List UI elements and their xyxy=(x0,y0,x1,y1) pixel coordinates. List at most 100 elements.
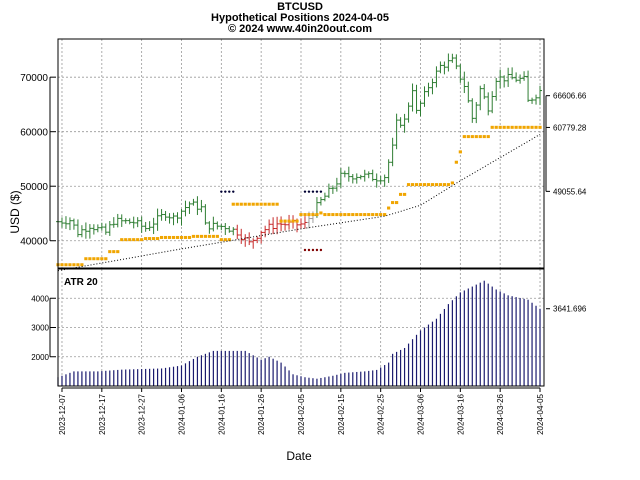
stop-marker xyxy=(395,201,399,205)
stop-marker xyxy=(120,238,124,242)
stop-marker xyxy=(72,263,76,267)
position-markers xyxy=(220,190,323,252)
stop-marker xyxy=(410,183,415,187)
stop-marker xyxy=(171,235,176,239)
stop-marker xyxy=(243,202,247,206)
stop-marker xyxy=(450,181,454,185)
stop-marker xyxy=(155,237,160,241)
position-marker-dot xyxy=(232,190,235,193)
stop-marker xyxy=(183,235,188,239)
stop-marker xyxy=(84,257,88,261)
stop-marker xyxy=(391,201,395,205)
stop-marker xyxy=(148,237,152,241)
position-marker-dot xyxy=(311,248,315,252)
x-tick-label: 2024-03-16 xyxy=(456,393,465,434)
trend-line-path xyxy=(57,133,541,272)
x-tick-label: 2024-01-06 xyxy=(177,393,186,434)
stop-marker xyxy=(116,250,120,254)
stop-marker xyxy=(195,234,200,238)
stop-marker xyxy=(355,213,359,217)
stop-marker xyxy=(359,213,363,217)
stop-marker xyxy=(538,125,542,129)
stop-marker xyxy=(159,235,164,239)
stop-marker xyxy=(498,125,502,129)
stop-marker xyxy=(470,135,474,139)
stop-marker xyxy=(239,202,243,206)
stop-marker xyxy=(311,213,315,217)
stop-marker xyxy=(438,183,443,187)
stop-marker xyxy=(335,213,339,217)
stop-marker xyxy=(92,257,96,261)
stop-marker xyxy=(502,125,506,129)
x-tick-label: 2024-03-06 xyxy=(417,393,426,434)
stop-marker xyxy=(247,202,251,206)
stop-marker xyxy=(518,125,522,129)
stop-marker xyxy=(398,192,403,196)
stop-marker xyxy=(522,125,526,129)
stop-marker xyxy=(271,202,275,206)
x-axis-label: Date xyxy=(286,449,312,463)
stop-marker xyxy=(68,263,72,267)
stop-marker xyxy=(347,213,351,217)
stop-marker xyxy=(430,183,435,187)
x-tick-label: 2023-12-27 xyxy=(138,393,147,434)
atr-y-tick-label: 4000 xyxy=(31,294,49,303)
stop-marker xyxy=(88,257,92,261)
stop-marker xyxy=(199,234,204,238)
stop-marker xyxy=(331,213,335,217)
stop-marker xyxy=(458,150,462,154)
stop-marker xyxy=(363,213,367,217)
stop-marker xyxy=(514,125,518,129)
stop-markers xyxy=(56,125,542,267)
stop-marker xyxy=(219,238,223,242)
stop-marker xyxy=(207,234,211,238)
position-marker-dot xyxy=(319,190,323,193)
stop-marker xyxy=(323,213,327,217)
stop-marker xyxy=(187,235,192,239)
stop-marker xyxy=(482,135,486,139)
chart-copyright: © 2024 www.40in20out.com xyxy=(228,23,372,35)
price-y-axis: 40000 50000 60000 70000 xyxy=(20,73,56,248)
position-marker-dot xyxy=(315,248,319,252)
stop-marker xyxy=(371,213,375,217)
stop-marker xyxy=(379,213,383,217)
stop-marker xyxy=(426,183,431,187)
stop-marker xyxy=(478,135,482,139)
trend-line xyxy=(57,133,541,272)
chart-subtitle: Hypothetical Positions 2024-04-05 xyxy=(211,12,389,24)
stop-marker xyxy=(375,213,379,217)
stop-marker xyxy=(203,234,207,238)
price-y-tick-label: 70000 xyxy=(20,73,48,84)
stop-marker xyxy=(339,213,343,217)
stop-marker xyxy=(267,202,271,206)
x-tick-label: 2024-02-25 xyxy=(377,393,386,434)
price-y-tick-label: 40000 xyxy=(20,237,48,248)
stop-marker xyxy=(287,219,291,223)
stop-marker xyxy=(80,263,84,267)
stop-marker xyxy=(418,183,423,187)
position-marker-dot xyxy=(303,248,307,252)
x-tick-label: 2024-01-16 xyxy=(217,393,226,434)
stop-marker xyxy=(235,202,239,206)
stop-marker xyxy=(291,219,295,223)
atr-y-axis: 2000 3000 4000 xyxy=(31,294,56,362)
x-tick-label: 2023-12-17 xyxy=(98,393,107,434)
stop-marker xyxy=(446,183,450,187)
position-marker-dot xyxy=(319,248,323,252)
stop-marker xyxy=(506,125,510,129)
stop-marker xyxy=(510,125,514,129)
price-y-tick-label: 50000 xyxy=(20,182,48,193)
stop-marker xyxy=(402,192,407,196)
stop-marker xyxy=(367,213,371,217)
stop-marker xyxy=(486,135,490,139)
stop-marker xyxy=(526,125,530,129)
stop-marker xyxy=(124,238,128,242)
price-bars xyxy=(56,53,543,249)
stop-marker xyxy=(128,238,132,242)
stop-marker xyxy=(179,235,184,239)
stop-marker xyxy=(112,250,116,254)
price-right-label: 60779.28 xyxy=(553,123,587,132)
stop-marker xyxy=(299,213,303,217)
